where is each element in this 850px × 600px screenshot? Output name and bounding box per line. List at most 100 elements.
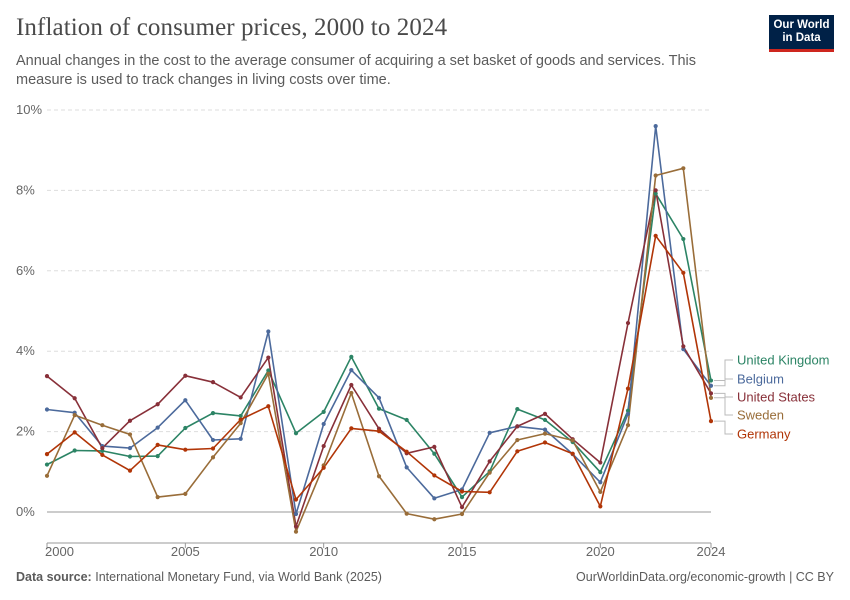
data-point-belgium (376, 395, 382, 400)
data-point-germany (598, 504, 603, 509)
data-point-germany (376, 429, 382, 434)
data-point-united-states (349, 382, 354, 388)
data-point-united-states (44, 374, 50, 379)
data-point-germany (432, 473, 437, 478)
data-point-united-kingdom (515, 406, 520, 412)
data-point-sweden (183, 491, 188, 497)
data-point-sweden (459, 511, 465, 517)
data-point-sweden (210, 455, 216, 460)
data-point-united-kingdom (459, 495, 465, 500)
legend-label-germany: Germany (737, 427, 791, 442)
data-point-germany (542, 440, 548, 445)
data-point-united-kingdom (432, 451, 437, 456)
data-point-united-kingdom (598, 470, 603, 475)
data-point-belgium (266, 329, 271, 334)
data-point-germany (708, 419, 714, 424)
data-point-sweden (653, 173, 658, 178)
data-point-united-kingdom (238, 413, 243, 419)
data-point-united-kingdom (681, 236, 686, 242)
data-point-germany (404, 449, 409, 454)
data-point-belgium (127, 445, 133, 451)
legend-label-united-kingdom: United Kingdom (737, 353, 830, 368)
x-tick-label: 2000 (45, 544, 74, 559)
data-point-united-states (72, 396, 77, 401)
legend-connector-united-states (714, 392, 733, 398)
data-point-sweden (515, 437, 520, 443)
y-tick-label: 2% (16, 424, 35, 439)
data-point-sweden (349, 390, 354, 396)
legend-label-sweden: Sweden (737, 408, 784, 423)
data-point-united-states (127, 418, 133, 423)
data-point-sweden (598, 489, 603, 494)
data-point-germany (155, 442, 160, 447)
data-point-sweden (570, 438, 575, 443)
data-point-united-states (487, 459, 492, 464)
data-point-germany (210, 446, 216, 451)
lines-layer (46, 125, 712, 533)
data-point-belgium (349, 367, 354, 373)
data-point-united-states (432, 444, 437, 449)
legend-connector-united-kingdom (714, 359, 733, 381)
data-point-belgium (542, 427, 548, 432)
data-point-belgium (625, 411, 631, 417)
chart-title: Inflation of consumer prices, 2000 to 20… (16, 14, 448, 41)
logo-line-2: in Data (782, 32, 821, 44)
data-point-united-kingdom (542, 417, 548, 423)
data-point-united-states (653, 188, 658, 193)
logo-line-1: Our World (773, 19, 830, 31)
data-point-united-kingdom (127, 454, 133, 459)
data-point-sweden (708, 395, 714, 400)
data-point-united-kingdom (376, 406, 382, 411)
data-point-united-states (266, 355, 271, 360)
data-point-united-kingdom (293, 431, 299, 436)
data-point-belgium (487, 430, 492, 435)
data-point-belgium (404, 465, 409, 470)
data-point-germany (183, 447, 188, 452)
data-point-belgium (238, 436, 243, 441)
data-point-united-states (681, 344, 686, 349)
data-point-united-kingdom (653, 191, 658, 196)
data-point-sweden (44, 473, 50, 478)
data-point-germany (238, 417, 243, 422)
data-point-united-kingdom (183, 425, 188, 431)
data-point-united-kingdom (349, 354, 354, 359)
data-point-sweden (404, 511, 409, 516)
data-source-text: International Monetary Fund, via World B… (95, 570, 382, 584)
footer-url[interactable]: OurWorldinData.org/economic-growth | CC … (576, 570, 834, 584)
data-point-belgium (183, 398, 188, 403)
data-point-united-states (183, 373, 188, 378)
data-point-germany (515, 449, 520, 454)
data-point-germany (681, 270, 686, 275)
x-tick-label: 2010 (309, 544, 338, 559)
data-point-sweden (155, 495, 160, 500)
data-point-united-states (708, 391, 714, 396)
axis-layer: 0% 2% 4% 6% 8% 10% 2000 2005 2010 2015 2020 2024 (16, 102, 725, 559)
data-point-united-states (515, 424, 520, 429)
data-point-united-kingdom (404, 417, 409, 423)
data-point-united-kingdom (321, 409, 326, 415)
data-point-sweden (542, 431, 548, 436)
data-point-germany (72, 430, 77, 435)
owid-logo[interactable]: Our World in Data (769, 15, 834, 52)
data-point-germany (653, 233, 658, 238)
grid-layer (47, 109, 711, 513)
y-tick-label: 8% (16, 182, 35, 197)
data-point-germany (487, 490, 492, 495)
data-point-united-states (210, 380, 216, 385)
data-point-sweden (293, 529, 299, 534)
data-point-united-kingdom (44, 462, 50, 467)
data-source: Data source: International Monetary Fund… (16, 570, 382, 584)
data-point-united-states (625, 320, 631, 326)
data-point-united-kingdom (155, 454, 160, 459)
x-tick-label: 2005 (171, 544, 200, 559)
data-point-sweden (72, 413, 77, 418)
data-point-sweden (681, 166, 686, 171)
data-point-germany (321, 465, 326, 470)
data-point-belgium (210, 437, 216, 443)
data-point-sweden (127, 432, 133, 437)
data-point-belgium (155, 425, 160, 430)
data-point-sweden (487, 470, 492, 475)
data-source-label: Data source: (16, 570, 92, 584)
legend-connector-germany (714, 420, 733, 435)
data-point-germany (266, 404, 271, 409)
